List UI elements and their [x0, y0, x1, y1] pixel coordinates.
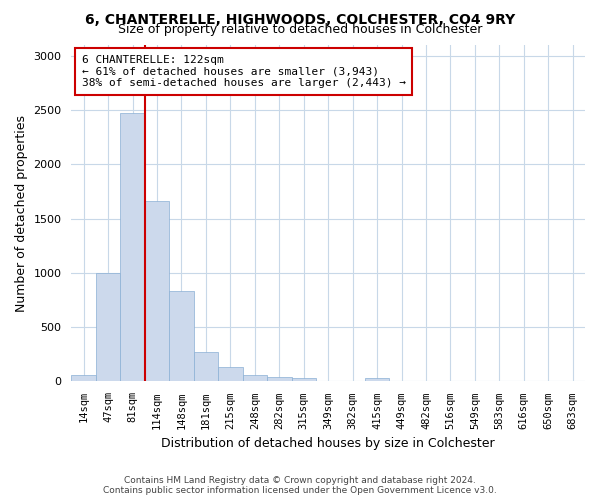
- Text: 6 CHANTERELLE: 122sqm
← 61% of detached houses are smaller (3,943)
38% of semi-d: 6 CHANTERELLE: 122sqm ← 61% of detached …: [82, 55, 406, 88]
- Bar: [292, 378, 316, 382]
- Bar: [96, 273, 121, 382]
- Bar: [121, 114, 145, 382]
- Bar: [218, 368, 242, 382]
- Bar: [194, 352, 218, 382]
- Y-axis label: Number of detached properties: Number of detached properties: [15, 114, 28, 312]
- Bar: [145, 202, 169, 382]
- Bar: [267, 377, 292, 382]
- Bar: [365, 378, 389, 382]
- Bar: [169, 292, 194, 382]
- X-axis label: Distribution of detached houses by size in Colchester: Distribution of detached houses by size …: [161, 437, 495, 450]
- Bar: [242, 376, 267, 382]
- Text: 6, CHANTERELLE, HIGHWOODS, COLCHESTER, CO4 9RY: 6, CHANTERELLE, HIGHWOODS, COLCHESTER, C…: [85, 12, 515, 26]
- Text: Size of property relative to detached houses in Colchester: Size of property relative to detached ho…: [118, 22, 482, 36]
- Text: Contains HM Land Registry data © Crown copyright and database right 2024.
Contai: Contains HM Land Registry data © Crown c…: [103, 476, 497, 495]
- Bar: [71, 376, 96, 382]
